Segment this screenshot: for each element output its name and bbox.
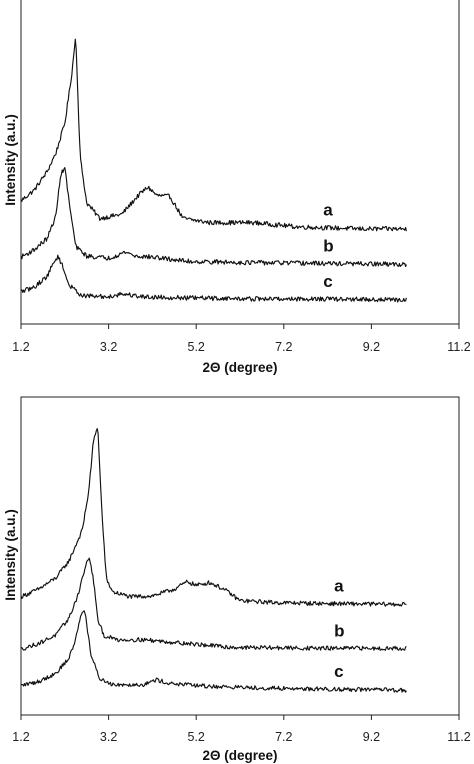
y-axis-title-bottom: Intensity (a.u.) [3,509,18,601]
series-line-c [20,610,407,693]
x-axis-title-bottom: 2Θ (degree) [202,748,277,763]
panel-top: 1.2 3.2 5.2 7.2 9.2 11.2 abc 2Θ (degree) Inte… [3,0,471,375]
x-tick-labels-bottom: 1.2 3.2 5.2 7.2 9.2 11.2 [12,730,470,744]
x-ticks-bottom [20,715,460,720]
x-tick-label: 11.2 [447,730,470,744]
series-labels-bottom: a b c [334,576,344,680]
series-label-b: b [334,621,344,640]
x-tick-label: 7.2 [275,730,292,744]
x-ticks-top [20,324,460,329]
series-label-b: b [323,236,333,255]
x-axis-title-top: 2Θ (degree) [202,360,277,375]
series-label-c: c [334,662,343,681]
x-tick-label: 7.2 [275,340,292,354]
x-tick-label: 1.2 [12,730,29,744]
x-tick-label: 5.2 [188,730,205,744]
series-labels-top: abc [323,200,333,290]
series-line-a [20,38,407,232]
x-tick-label: 9.2 [363,340,380,354]
y-axis-title-top: Intensity (a.u.) [3,114,18,206]
series-label-c: c [323,272,332,291]
series-line-c [20,254,407,303]
series-line-b [20,557,407,651]
series-lines-top [20,38,407,303]
series-label-a: a [334,576,344,595]
x-tick-label: 3.2 [100,340,117,354]
series-line-a [20,428,407,607]
plot-frame-bottom [20,396,460,716]
x-tick-label: 3.2 [100,730,117,744]
series-label-a: a [323,200,333,219]
series-lines-bottom [20,428,407,693]
x-tick-label: 1.2 [12,340,29,354]
x-tick-label: 9.2 [363,730,380,744]
plot-frame-top [20,0,460,325]
x-tick-labels-top: 1.2 3.2 5.2 7.2 9.2 11.2 [12,340,470,354]
x-tick-label: 5.2 [188,340,205,354]
panel-bottom: 1.2 3.2 5.2 7.2 9.2 11.2 a b c 2Θ (degree) Inte… [3,396,471,763]
series-line-b [20,167,407,268]
x-tick-label: 11.2 [447,340,470,354]
